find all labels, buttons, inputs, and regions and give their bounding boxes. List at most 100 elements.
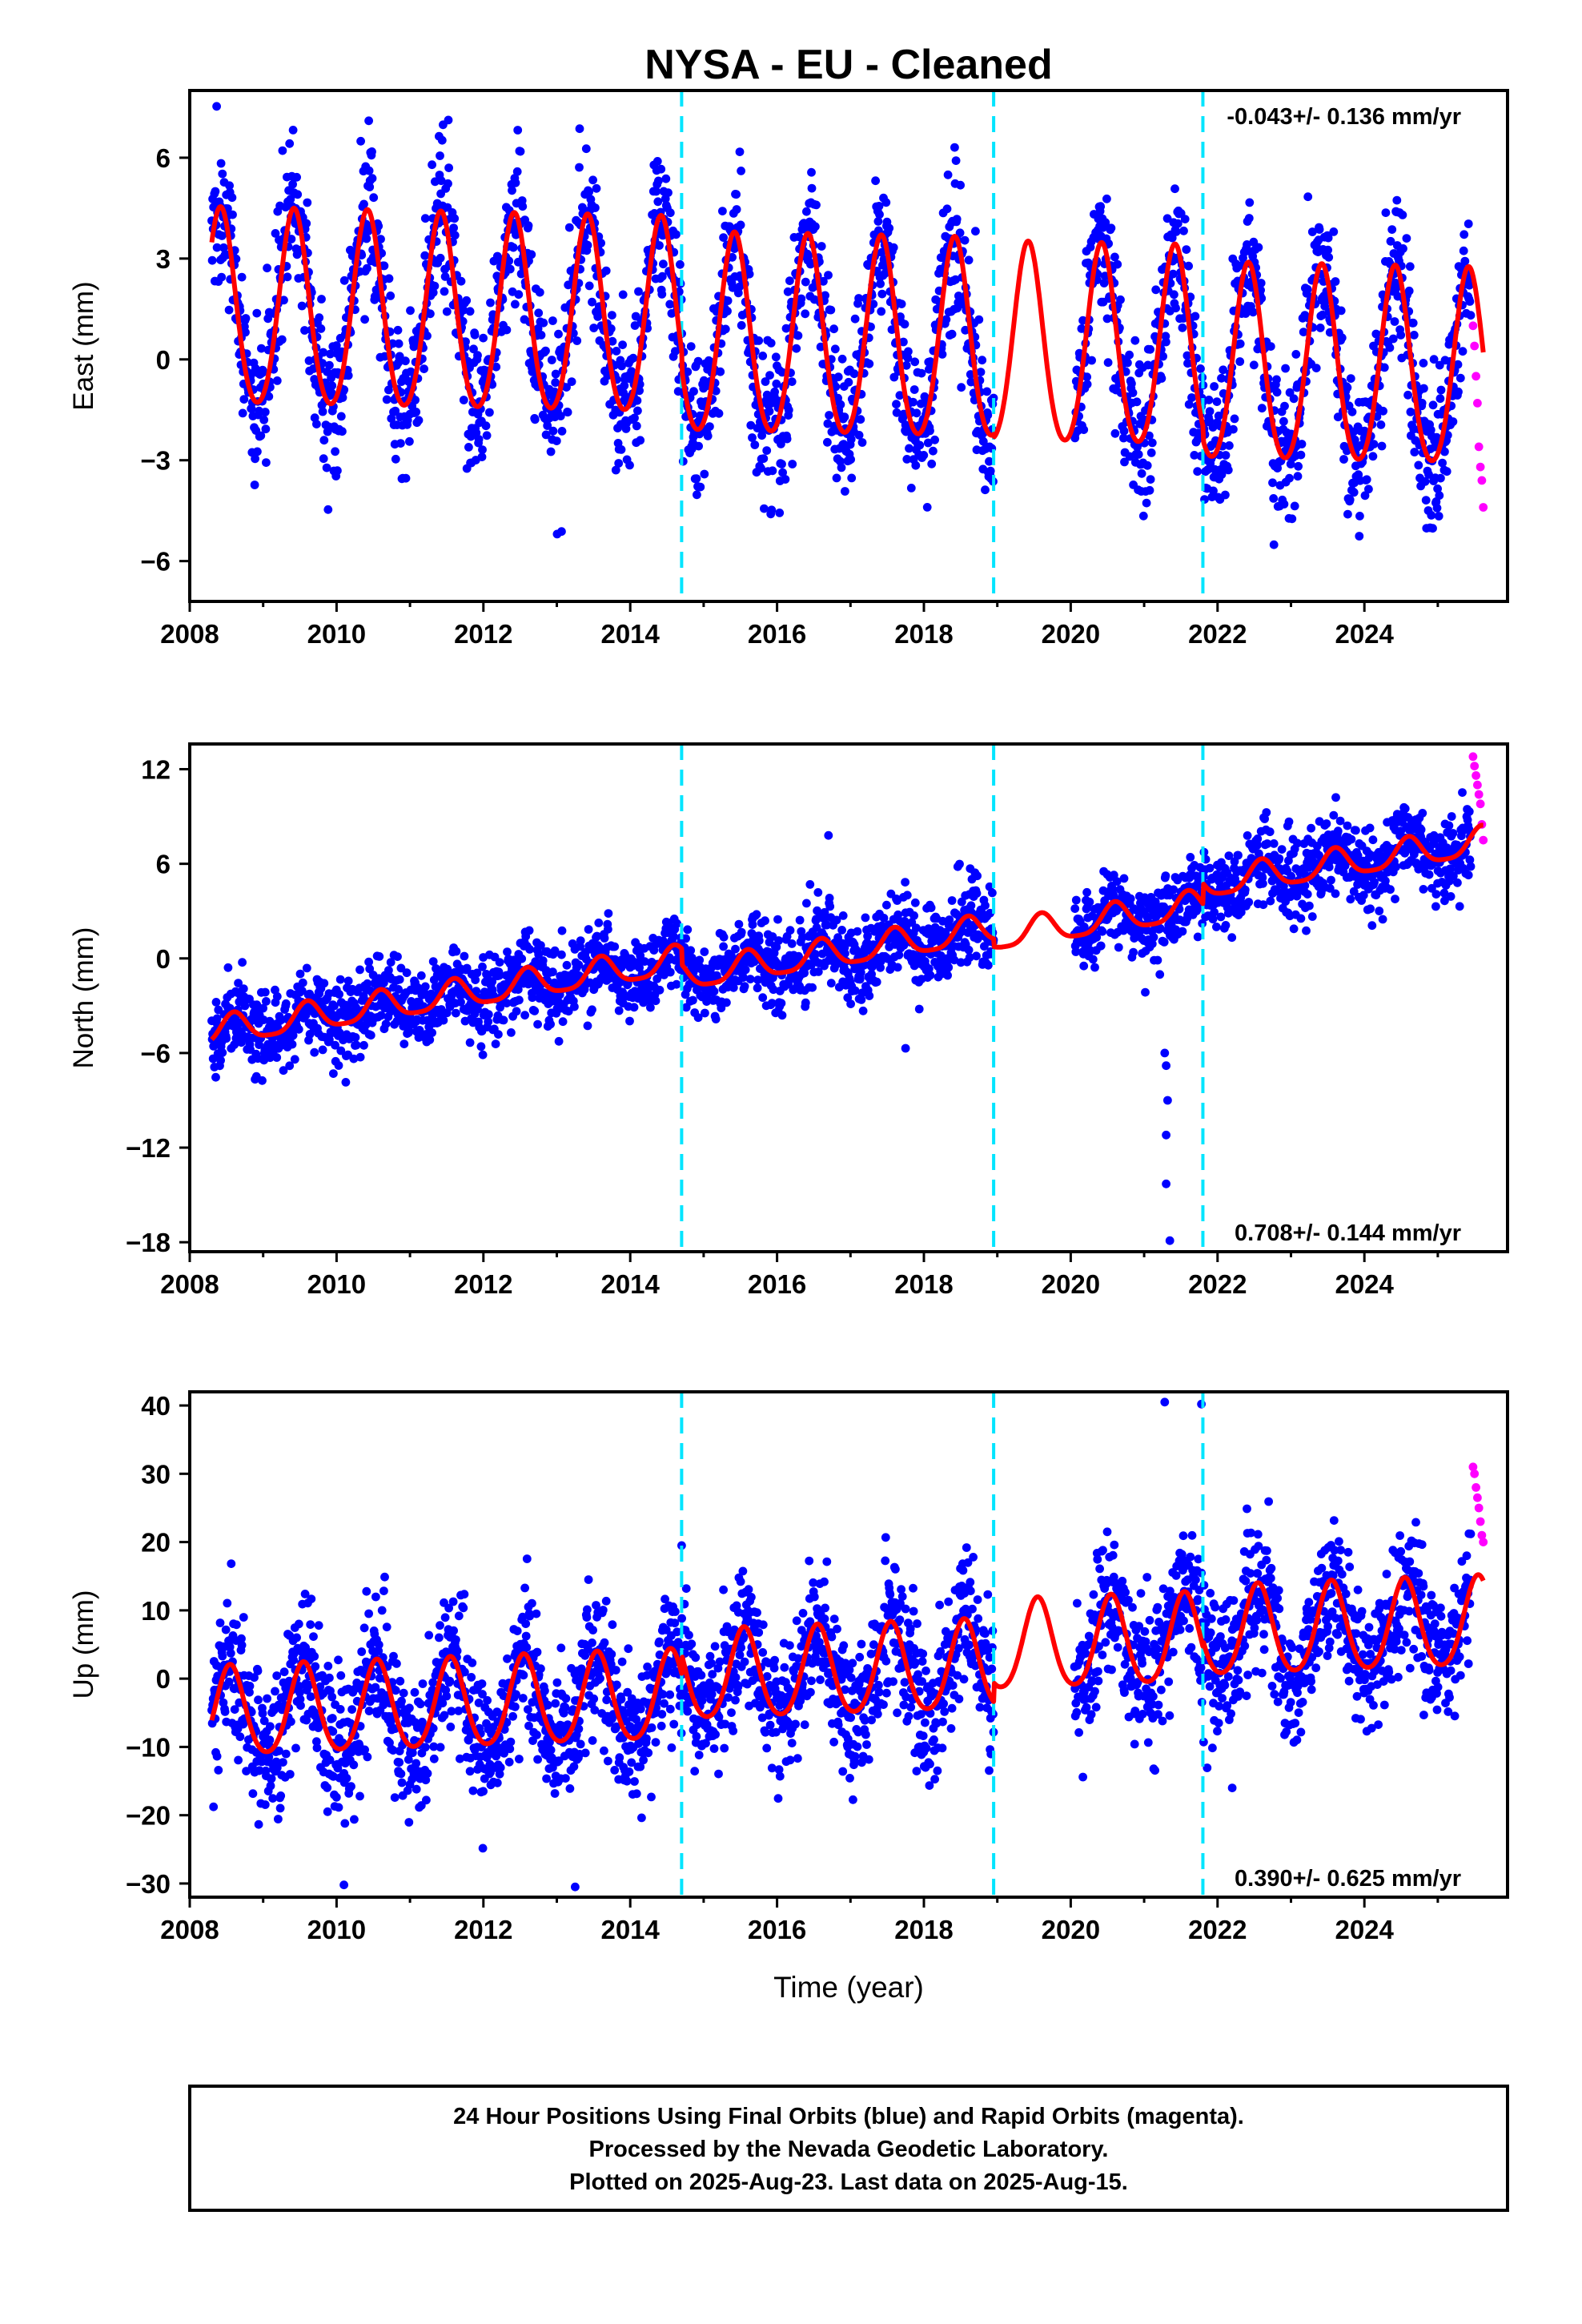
data-point — [1364, 485, 1373, 494]
data-point — [746, 420, 756, 430]
data-point — [797, 294, 806, 304]
data-point — [420, 364, 428, 373]
data-point — [351, 1040, 361, 1050]
data-point — [1428, 524, 1437, 533]
data-point — [444, 163, 453, 173]
data-point — [901, 878, 909, 887]
data-point — [374, 221, 383, 231]
data-point — [837, 463, 846, 472]
data-point — [1171, 227, 1181, 236]
data-point — [322, 463, 331, 472]
data-point — [836, 400, 845, 409]
data-point — [944, 963, 954, 972]
data-point — [513, 126, 523, 135]
data-point — [672, 230, 681, 239]
data-point — [1355, 512, 1364, 521]
data-point — [632, 421, 641, 431]
data-point — [494, 1030, 503, 1039]
data-point — [774, 936, 783, 945]
data-point — [381, 1019, 391, 1028]
data-point — [665, 300, 675, 309]
data-point — [915, 440, 925, 450]
data-point — [737, 927, 746, 937]
data-point — [885, 223, 894, 233]
data-point — [781, 475, 790, 484]
data-point — [234, 979, 243, 987]
data-point — [856, 415, 865, 424]
data-point — [1082, 380, 1092, 389]
data-point — [1101, 218, 1110, 227]
data-point — [1090, 963, 1099, 972]
data-point — [472, 987, 481, 995]
data-point — [563, 408, 572, 417]
data-point — [625, 1016, 634, 1026]
data-point — [259, 1003, 267, 1013]
data-point — [1279, 416, 1288, 426]
data-point — [247, 404, 256, 413]
data-point — [811, 222, 820, 231]
data-point — [486, 298, 495, 308]
data-point — [1182, 245, 1191, 254]
data-point — [657, 290, 667, 299]
data-point — [754, 936, 764, 945]
data-point — [1235, 357, 1245, 366]
x-tick-label: 2020 — [1042, 619, 1100, 649]
data-point — [766, 339, 776, 348]
data-point — [689, 387, 698, 396]
data-point — [216, 1055, 225, 1065]
data-point — [745, 269, 754, 279]
data-point — [1205, 863, 1215, 873]
data-point — [1371, 329, 1381, 339]
data-point — [737, 167, 745, 175]
data-point — [341, 1078, 351, 1087]
data-point — [1315, 324, 1325, 332]
data-point — [716, 367, 725, 376]
data-point — [312, 420, 321, 428]
data-point — [1435, 491, 1444, 501]
data-point — [512, 167, 522, 176]
data-point — [1345, 495, 1355, 505]
data-point — [899, 337, 908, 347]
x-tick-label: 2008 — [160, 619, 219, 649]
data-point — [271, 229, 280, 238]
data-point — [844, 377, 853, 387]
plot-area — [207, 90, 1488, 601]
data-point — [271, 985, 279, 995]
data-point — [478, 1050, 488, 1059]
data-point — [1088, 955, 1098, 964]
data-point — [1275, 854, 1284, 863]
data-point — [1266, 342, 1275, 351]
data-point — [634, 287, 643, 296]
data-point — [1145, 431, 1154, 440]
data-point — [386, 292, 396, 300]
data-point — [874, 202, 884, 211]
data-point — [541, 346, 550, 356]
data-point — [731, 944, 740, 954]
data-point — [793, 331, 803, 340]
data-point — [319, 436, 329, 445]
data-point — [1119, 874, 1129, 883]
data-point — [686, 946, 696, 955]
data-point — [909, 385, 919, 394]
data-point — [551, 378, 560, 388]
data-point — [1142, 498, 1151, 508]
data-point — [912, 408, 921, 418]
data-point — [287, 1039, 297, 1049]
data-point — [1442, 467, 1452, 476]
data-point — [1210, 382, 1219, 391]
data-point — [762, 446, 772, 455]
data-point — [1186, 853, 1195, 862]
x-tick-label: 2022 — [1188, 619, 1247, 649]
data-point — [391, 454, 400, 464]
data-point — [359, 199, 368, 209]
data-point — [1230, 414, 1239, 424]
data-point — [831, 382, 841, 392]
data-point — [287, 235, 296, 243]
data-point — [593, 312, 603, 321]
data-point — [606, 324, 616, 333]
data-point — [1254, 243, 1263, 252]
data-point — [1099, 279, 1109, 287]
data-point — [614, 459, 624, 468]
